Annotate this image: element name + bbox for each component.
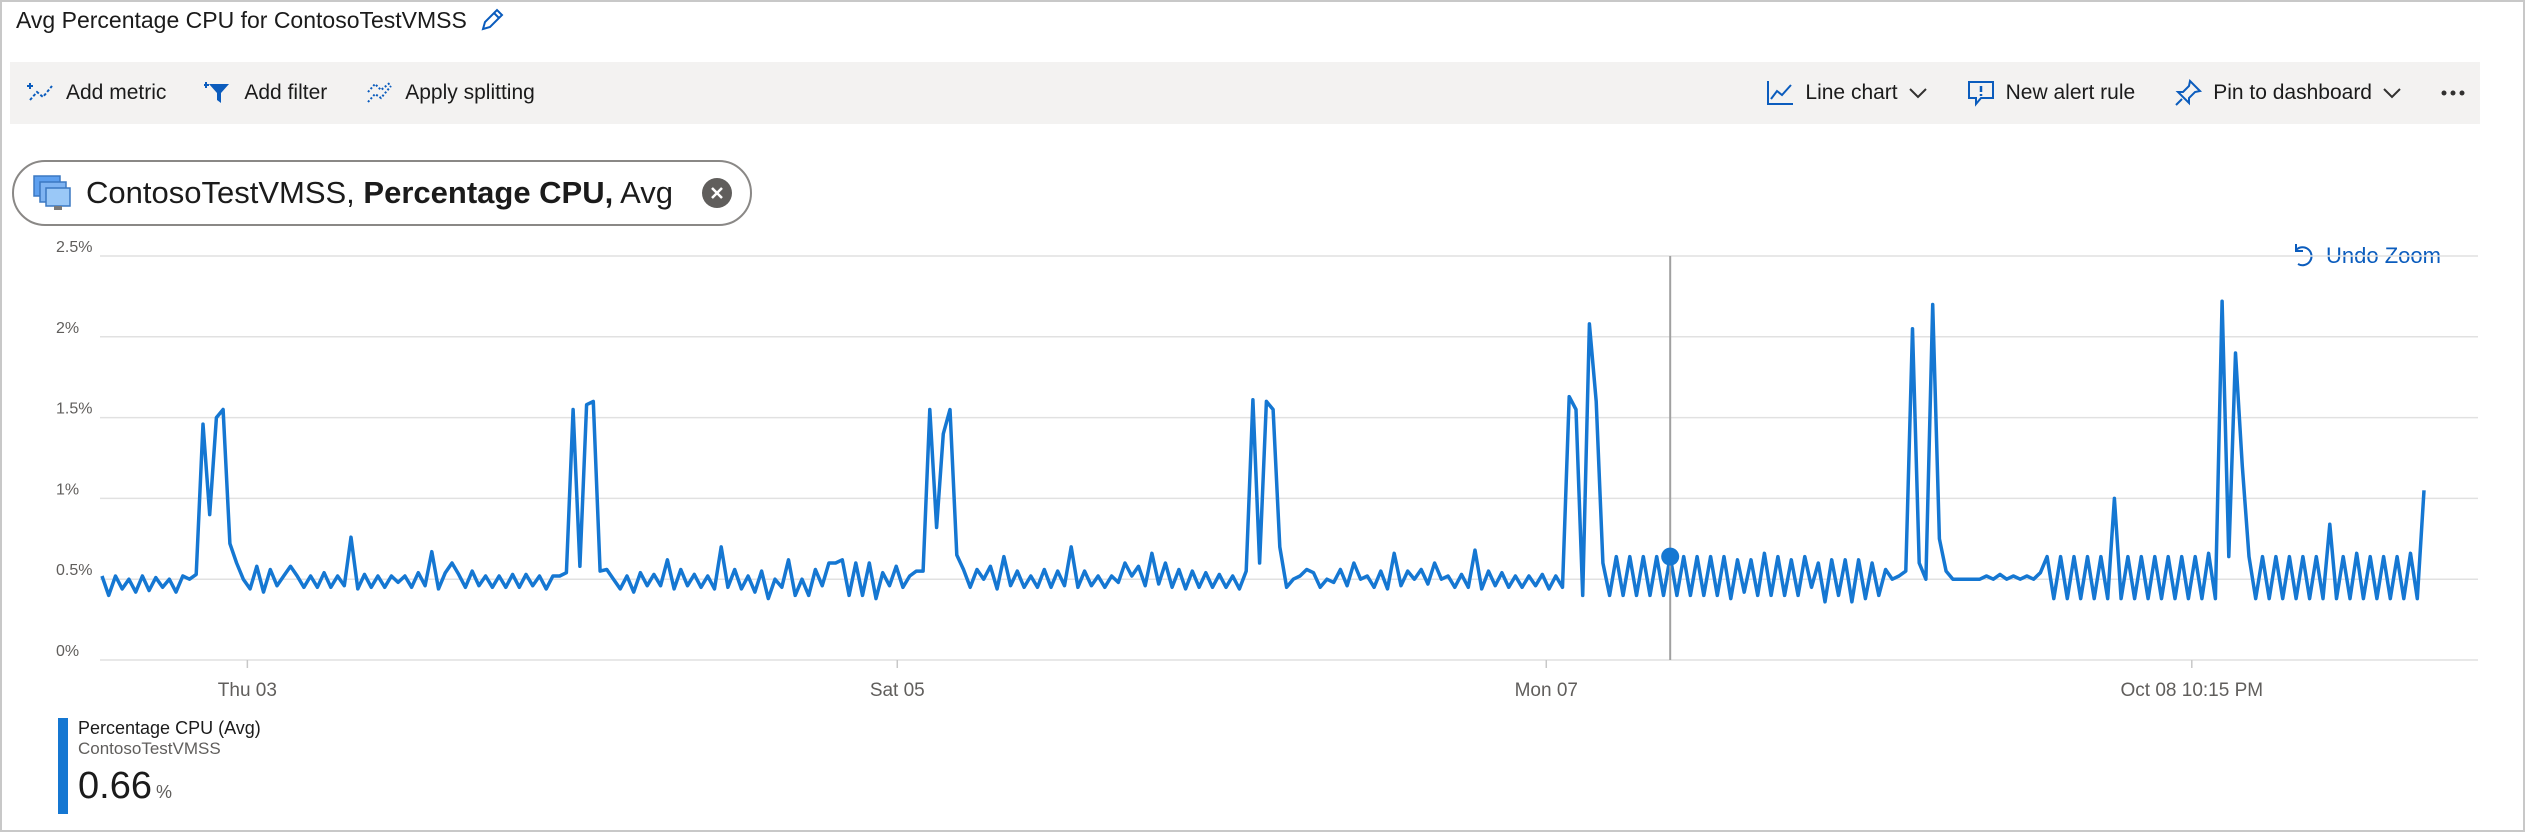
add-metric-button[interactable]: Add metric: [26, 78, 166, 108]
metric-resource: ContosoTestVMSS,: [86, 175, 355, 210]
y-tick-label: 0.5%: [56, 562, 92, 579]
legend-value: 0.66: [78, 765, 152, 807]
metric-pill-text: ContosoTestVMSS, Percentage CPU, Avg: [86, 175, 673, 211]
pin-to-dashboard-label: Pin to dashboard: [2213, 81, 2372, 104]
command-bar: Add metric Add filter Apply splitting Li…: [10, 62, 2480, 124]
x-tick-label: Thu 03: [218, 680, 277, 701]
pin-icon: [2175, 78, 2203, 106]
metric-name: Percentage CPU,: [363, 175, 614, 210]
legend-unit: %: [155, 782, 172, 802]
add-metric-icon: [27, 83, 53, 101]
chart-legend[interactable]: Percentage CPU (Avg) ContosoTestVMSS 0.6…: [58, 718, 261, 816]
more-icon: [2441, 90, 2465, 96]
undo-icon: [2295, 244, 2313, 267]
page-title: Avg Percentage CPU for ContosoTestVMSS: [16, 6, 467, 33]
apply-splitting-label: Apply splitting: [405, 81, 535, 104]
toolbar-right: Line chart New alert rule Pin to dashboa…: [1727, 62, 2466, 124]
legend-series-name: Percentage CPU (Avg): [78, 718, 261, 738]
more-button[interactable]: [2440, 89, 2466, 97]
new-alert-rule-button[interactable]: New alert rule: [1966, 78, 2136, 108]
x-tick-label: Sat 05: [870, 680, 925, 701]
series-line[interactable]: [100, 299, 2426, 604]
y-tick-label: 2.5%: [56, 239, 92, 256]
metric-aggregation: Avg: [620, 175, 674, 210]
y-tick-label: 1%: [56, 481, 79, 498]
add-metric-label: Add metric: [66, 81, 167, 104]
pencil-icon[interactable]: [479, 7, 505, 33]
toolbar-left: Add metric Add filter Apply splitting: [26, 62, 573, 124]
add-filter-button[interactable]: Add filter: [204, 78, 327, 108]
chevron-down-icon: [1908, 88, 1927, 99]
metric-pill[interactable]: ContosoTestVMSS, Percentage CPU, Avg: [12, 160, 752, 226]
y-tick-label: 0%: [56, 643, 79, 660]
splitting-icon: [367, 81, 393, 103]
apply-splitting-button[interactable]: Apply splitting: [365, 78, 535, 108]
chevron-down-icon: [2383, 88, 2401, 99]
y-tick-label: 1.5%: [56, 401, 92, 418]
x-tick-label: Oct 08 10:15 PM: [2121, 680, 2264, 701]
y-tick-label: 2%: [56, 320, 79, 337]
legend-resource-name: ContosoTestVMSS: [78, 739, 221, 758]
vmss-icon: [33, 175, 71, 210]
line-chart-icon: [1767, 81, 1794, 105]
filter-icon: [204, 82, 230, 103]
legend-color-swatch: [58, 718, 68, 814]
legend-value-row: 0.66%: [78, 765, 261, 808]
legend-body: Percentage CPU (Avg) ContosoTestVMSS 0.6…: [78, 718, 261, 816]
alert-icon: [1967, 81, 1994, 107]
new-alert-rule-label: New alert rule: [2005, 81, 2136, 104]
metric-pill-close-button[interactable]: [702, 178, 732, 208]
x-tick-label: Mon 07: [1515, 680, 1578, 701]
hover-point-marker: [1661, 547, 1680, 566]
pin-to-dashboard-dropdown[interactable]: Pin to dashboard: [2173, 78, 2402, 108]
close-icon: [711, 187, 723, 199]
add-filter-label: Add filter: [244, 81, 328, 104]
chart-type-dropdown[interactable]: Line chart: [1765, 78, 1927, 108]
title-row: Avg Percentage CPU for ContosoTestVMSS: [16, 2, 505, 38]
chart-type-label: Line chart: [1805, 81, 1898, 104]
